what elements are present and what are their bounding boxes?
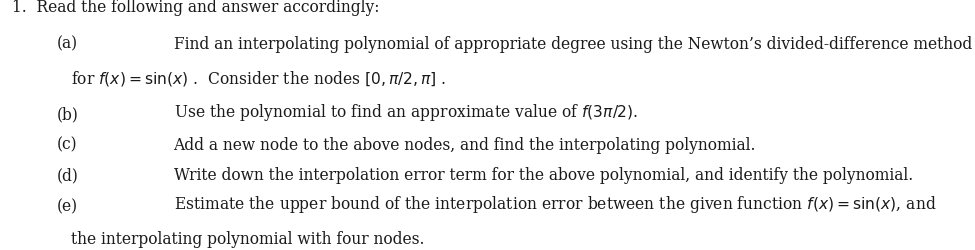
Text: 1.  Read the following and answer accordingly:: 1. Read the following and answer accordi… xyxy=(12,0,379,16)
Text: Use the polynomial to find an approximate value of $f(3\pi/2)$.: Use the polynomial to find an approximat… xyxy=(174,102,638,122)
Text: Estimate the upper bound of the interpolation error between the given function $: Estimate the upper bound of the interpol… xyxy=(174,193,936,214)
Text: (a): (a) xyxy=(57,36,78,52)
Text: for $f(x) = \sin(x)$ .  Consider the nodes $[0, \pi/2, \pi]$ .: for $f(x) = \sin(x)$ . Consider the node… xyxy=(71,69,447,88)
Text: (b): (b) xyxy=(57,106,78,122)
Text: Write down the interpolation error term for the above polynomial, and identify t: Write down the interpolation error term … xyxy=(174,167,913,184)
Text: (d): (d) xyxy=(57,167,78,184)
Text: Add a new node to the above nodes, and find the interpolating polynomial.: Add a new node to the above nodes, and f… xyxy=(174,136,756,153)
Text: Find an interpolating polynomial of appropriate degree using the Newton’s divide: Find an interpolating polynomial of appr… xyxy=(174,36,972,52)
Text: the interpolating polynomial with four nodes.: the interpolating polynomial with four n… xyxy=(71,230,425,247)
Text: (c): (c) xyxy=(57,136,77,153)
Text: (e): (e) xyxy=(57,197,78,214)
